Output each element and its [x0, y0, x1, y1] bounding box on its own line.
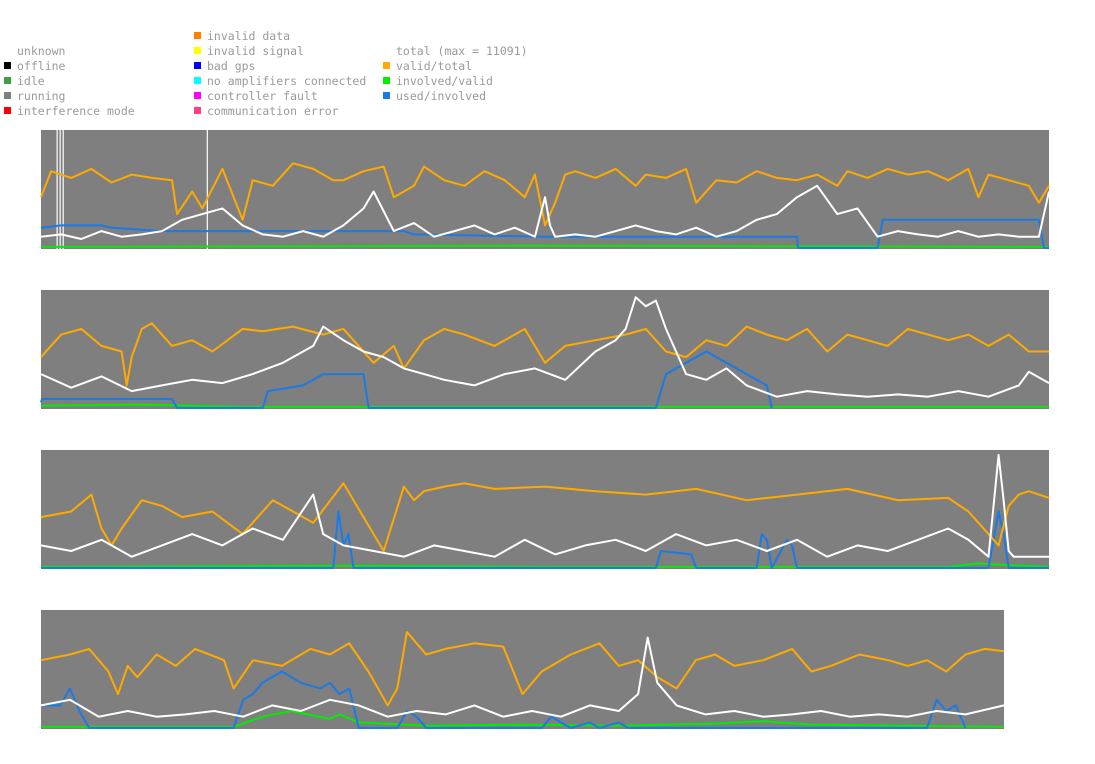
series-used-involved-line [40, 350, 773, 409]
chart-panel-1 [40, 130, 1050, 249]
legend-swatch [194, 62, 201, 69]
series-valid-total-line [40, 162, 1050, 227]
legend-label: idle [17, 74, 45, 88]
series-valid-total-line [40, 482, 1050, 552]
chart-background [41, 290, 1049, 409]
series-involved-valid-line [41, 710, 1005, 728]
legend-label: no amplifiers connected [207, 74, 367, 88]
legend-swatch [383, 62, 390, 69]
series-involved-valid-line [40, 403, 1049, 408]
legend-label: bad gps [207, 59, 256, 73]
legend-swatch [194, 92, 201, 99]
legend-swatch [4, 92, 11, 99]
series-involved-valid-line [40, 244, 1050, 248]
legend-label: unknown [17, 44, 66, 58]
legend-swatch [194, 77, 201, 84]
series-total-line [40, 454, 1049, 558]
series-used-involved-line [40, 218, 1049, 249]
series-valid-total-line [40, 322, 1049, 387]
legend-swatch [383, 77, 390, 84]
legend: unknown offline idle running interference mo… [0, 0, 1095, 125]
legend-label: involved/valid [396, 74, 493, 88]
chart-panel-4 [40, 610, 1005, 729]
legend-swatch [383, 92, 390, 99]
legend-label: interference mode [17, 104, 135, 118]
series-used-involved-line [41, 670, 967, 729]
series-involved-valid-line [40, 562, 1050, 568]
legend-swatch [4, 77, 11, 84]
chart-background [41, 610, 1004, 729]
series-used-involved-line [41, 510, 1049, 569]
legend-label: running [17, 89, 66, 103]
legend-label: used/involved [396, 89, 487, 103]
legend-label: controller fault [207, 89, 318, 103]
legend-swatch [194, 32, 201, 39]
series-valid-total-line [40, 631, 1005, 707]
chart-panel-3 [40, 450, 1050, 569]
series-total-line [40, 636, 1005, 718]
chart-background [41, 450, 1049, 569]
chart-panel-2 [40, 290, 1050, 409]
legend-swatch [4, 62, 11, 69]
series-total-line [40, 296, 1050, 398]
legend-label: communication error [207, 104, 339, 118]
series-total-line [40, 184, 1050, 240]
legend-label: valid/total [396, 59, 473, 73]
legend-label: offline [17, 59, 66, 73]
legend-label: total (max = 11091) [396, 44, 528, 58]
legend-swatch [4, 107, 11, 114]
legend-swatch [194, 107, 201, 114]
legend-label: invalid data [207, 29, 291, 43]
legend-swatch [194, 47, 201, 54]
legend-label: invalid signal [207, 44, 304, 58]
